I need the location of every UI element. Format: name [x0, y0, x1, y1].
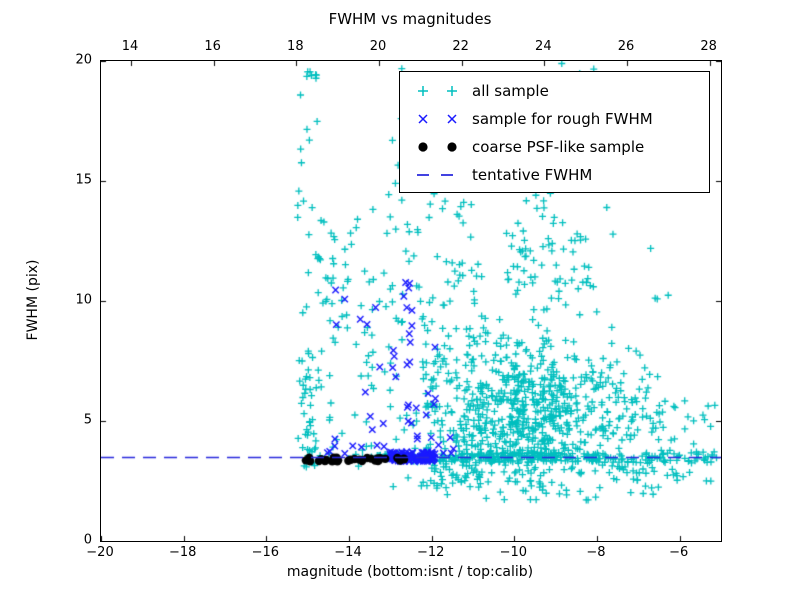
y-tick-label: 20: [75, 52, 92, 68]
dot-marker-icon: [418, 142, 457, 152]
x-bottom-tick-label: −10: [499, 545, 528, 560]
x-bottom-tick-label: −12: [416, 545, 445, 560]
x-marker-icon: [418, 114, 457, 124]
legend-label: coarse PSF-like sample: [472, 138, 645, 156]
x-bottom-tick-label: −14: [334, 545, 362, 560]
x-top-tick-label: 18: [287, 39, 304, 54]
legend: all sample sample for rough FWHM coarse …: [399, 71, 710, 193]
x-bottom-tick-label: −20: [86, 545, 114, 560]
x-bottom-tick-label: −18: [168, 545, 197, 560]
x-axis-label: magnitude (bottom:isnt / top:calib): [286, 564, 534, 580]
legend-row-all-sample: all sample: [410, 77, 709, 105]
x-top-tick-label: 28: [700, 39, 717, 54]
plus-marker-icon: [418, 86, 457, 96]
x-top-tick-label: 22: [452, 39, 469, 54]
legend-row-tentative-fwhm: tentative FWHM: [410, 161, 709, 189]
legend-label: tentative FWHM: [472, 166, 593, 184]
dashed-line-icon: [417, 174, 453, 176]
y-tick-label: 5: [83, 412, 92, 428]
x-bottom-tick-label: −16: [251, 545, 280, 560]
legend-label: all sample: [472, 82, 549, 100]
x-bottom-tick-label: −8: [586, 545, 606, 560]
y-tick-label: 15: [75, 172, 92, 188]
x-top-tick-label: 24: [535, 39, 552, 54]
chart-title: FWHM vs magnitudes: [328, 10, 492, 28]
x-bottom-tick-label: −6: [669, 545, 689, 560]
x-top-tick-label: 16: [204, 39, 221, 54]
legend-label: sample for rough FWHM: [472, 110, 653, 128]
x-top-tick-label: 14: [121, 39, 139, 54]
x-top-tick-label: 26: [617, 39, 635, 54]
y-tick-label: 10: [75, 292, 92, 308]
x-top-tick-label: 20: [369, 39, 387, 54]
y-tick-label: 0: [83, 532, 92, 548]
legend-row-psf-sample: coarse PSF-like sample: [410, 133, 709, 161]
legend-row-rough-fwhm: sample for rough FWHM: [410, 105, 709, 133]
